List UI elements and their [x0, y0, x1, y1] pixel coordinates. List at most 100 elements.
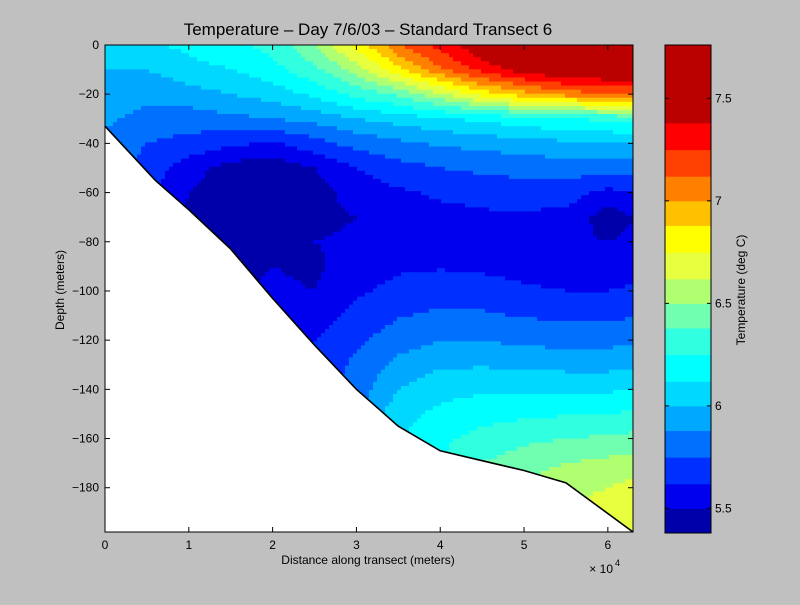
- contour-cell: [145, 142, 250, 148]
- contour-cell: [293, 45, 318, 50]
- contour-cell: [137, 154, 190, 160]
- contour-cell: [489, 89, 526, 95]
- contour-cell: [221, 162, 302, 168]
- contour-cell: [349, 162, 426, 168]
- contour-cell: [589, 118, 633, 123]
- contour-cell: [237, 69, 290, 75]
- contour-cell: [349, 357, 394, 363]
- contour-cell: [317, 45, 334, 50]
- contour-cell: [313, 341, 366, 346]
- contour-cell: [313, 61, 338, 66]
- contour-cell: [473, 53, 633, 58]
- contour-cell: [373, 288, 566, 294]
- contour-cell: [285, 65, 318, 70]
- contour-cell: [345, 308, 430, 314]
- contour-cell: [385, 154, 546, 160]
- contour-cell: [149, 69, 238, 75]
- contour-cell: [325, 235, 598, 241]
- contour-cell: [369, 69, 390, 75]
- contour-cell: [505, 276, 633, 281]
- contour-cell: [349, 81, 378, 87]
- contour-cell: [545, 154, 633, 160]
- contour-cell: [241, 158, 286, 164]
- contour-cell: [181, 49, 262, 54]
- contour-cell: [405, 81, 430, 87]
- seafloor-mask: [105, 126, 633, 533]
- y-tick-label: −100: [72, 284, 99, 298]
- contour-cell: [157, 138, 326, 143]
- x-tick-label: 6: [605, 538, 612, 552]
- contour-cell: [473, 170, 633, 176]
- contour-cell: [317, 65, 342, 70]
- x-tick-label: 5: [521, 538, 528, 552]
- contour-cell: [321, 272, 402, 277]
- contour-cell: [501, 113, 618, 119]
- contour-cell: [169, 256, 326, 261]
- contour-cell: [321, 97, 366, 103]
- contour-cell: [489, 365, 633, 371]
- contour-cell: [453, 398, 633, 403]
- contour-cell: [437, 77, 462, 83]
- contour-cell: [337, 316, 398, 322]
- contour-cell: [185, 203, 342, 208]
- contour-cell: [429, 142, 633, 148]
- contour-cell: [385, 418, 418, 424]
- contour-cell: [393, 101, 434, 107]
- contour-cell: [333, 231, 594, 237]
- chart-title: Temperature – Day 7/6/03 – Standard Tran…: [184, 20, 553, 39]
- contour-cell: [293, 276, 322, 281]
- contour-cell: [365, 398, 394, 403]
- contour-cell: [501, 73, 546, 79]
- contour-cell: [317, 280, 386, 286]
- contour-cell: [325, 154, 386, 160]
- contour-cell: [173, 77, 262, 83]
- contour-cell: [253, 45, 294, 50]
- contour-cell: [185, 211, 350, 217]
- contour-cell: [393, 49, 414, 54]
- contour-cell: [609, 369, 633, 375]
- contour-cell: [285, 142, 338, 148]
- colorbar-band: [665, 430, 711, 458]
- contour-cell: [617, 113, 633, 119]
- contour-cell: [541, 85, 633, 91]
- contour-cell: [317, 337, 370, 342]
- contour-cell: [461, 45, 633, 50]
- y-axis-ticks: 0 −20 −40 −60 −80 −100 −120 −140 −160 −180: [72, 38, 633, 495]
- contour-cell: [509, 109, 598, 115]
- contour-cell: [613, 187, 633, 192]
- contour-cell: [609, 288, 633, 294]
- contour-cell: [389, 45, 406, 50]
- contour-cell: [461, 434, 590, 440]
- contour-cell: [429, 308, 486, 314]
- contour-cell: [253, 288, 374, 294]
- colorbar-tick-label: 6.5: [715, 296, 732, 310]
- colorbar-band: [665, 381, 711, 407]
- contour-cell: [481, 69, 514, 75]
- contour-cell: [469, 101, 510, 107]
- contour-cell: [249, 73, 298, 79]
- contour-cell: [349, 361, 390, 367]
- contour-cell: [325, 260, 633, 265]
- contour-cell: [349, 93, 398, 99]
- contour-cell: [581, 101, 633, 107]
- colorbar-band: [665, 508, 711, 534]
- colorbar-tick-label: 5.5: [715, 501, 732, 515]
- contour-cell: [305, 284, 318, 290]
- y-tick-label: −180: [72, 481, 99, 495]
- contour-cell: [617, 235, 633, 241]
- contour-cell: [341, 373, 378, 379]
- contour-cell: [441, 199, 578, 204]
- contour-cell: [581, 458, 633, 464]
- y-tick-label: −40: [79, 136, 100, 150]
- contour-cell: [565, 288, 610, 294]
- contour-cell: [197, 182, 330, 188]
- contour-cell: [337, 199, 442, 204]
- contour-cell: [497, 134, 633, 139]
- contour-cell: [365, 402, 390, 407]
- contour-cell: [257, 280, 302, 286]
- contour-cell: [393, 394, 474, 399]
- contour-cell: [541, 207, 602, 212]
- contour-cell: [625, 316, 633, 322]
- contour-cell: [105, 97, 262, 103]
- colorbar-band: [665, 303, 711, 329]
